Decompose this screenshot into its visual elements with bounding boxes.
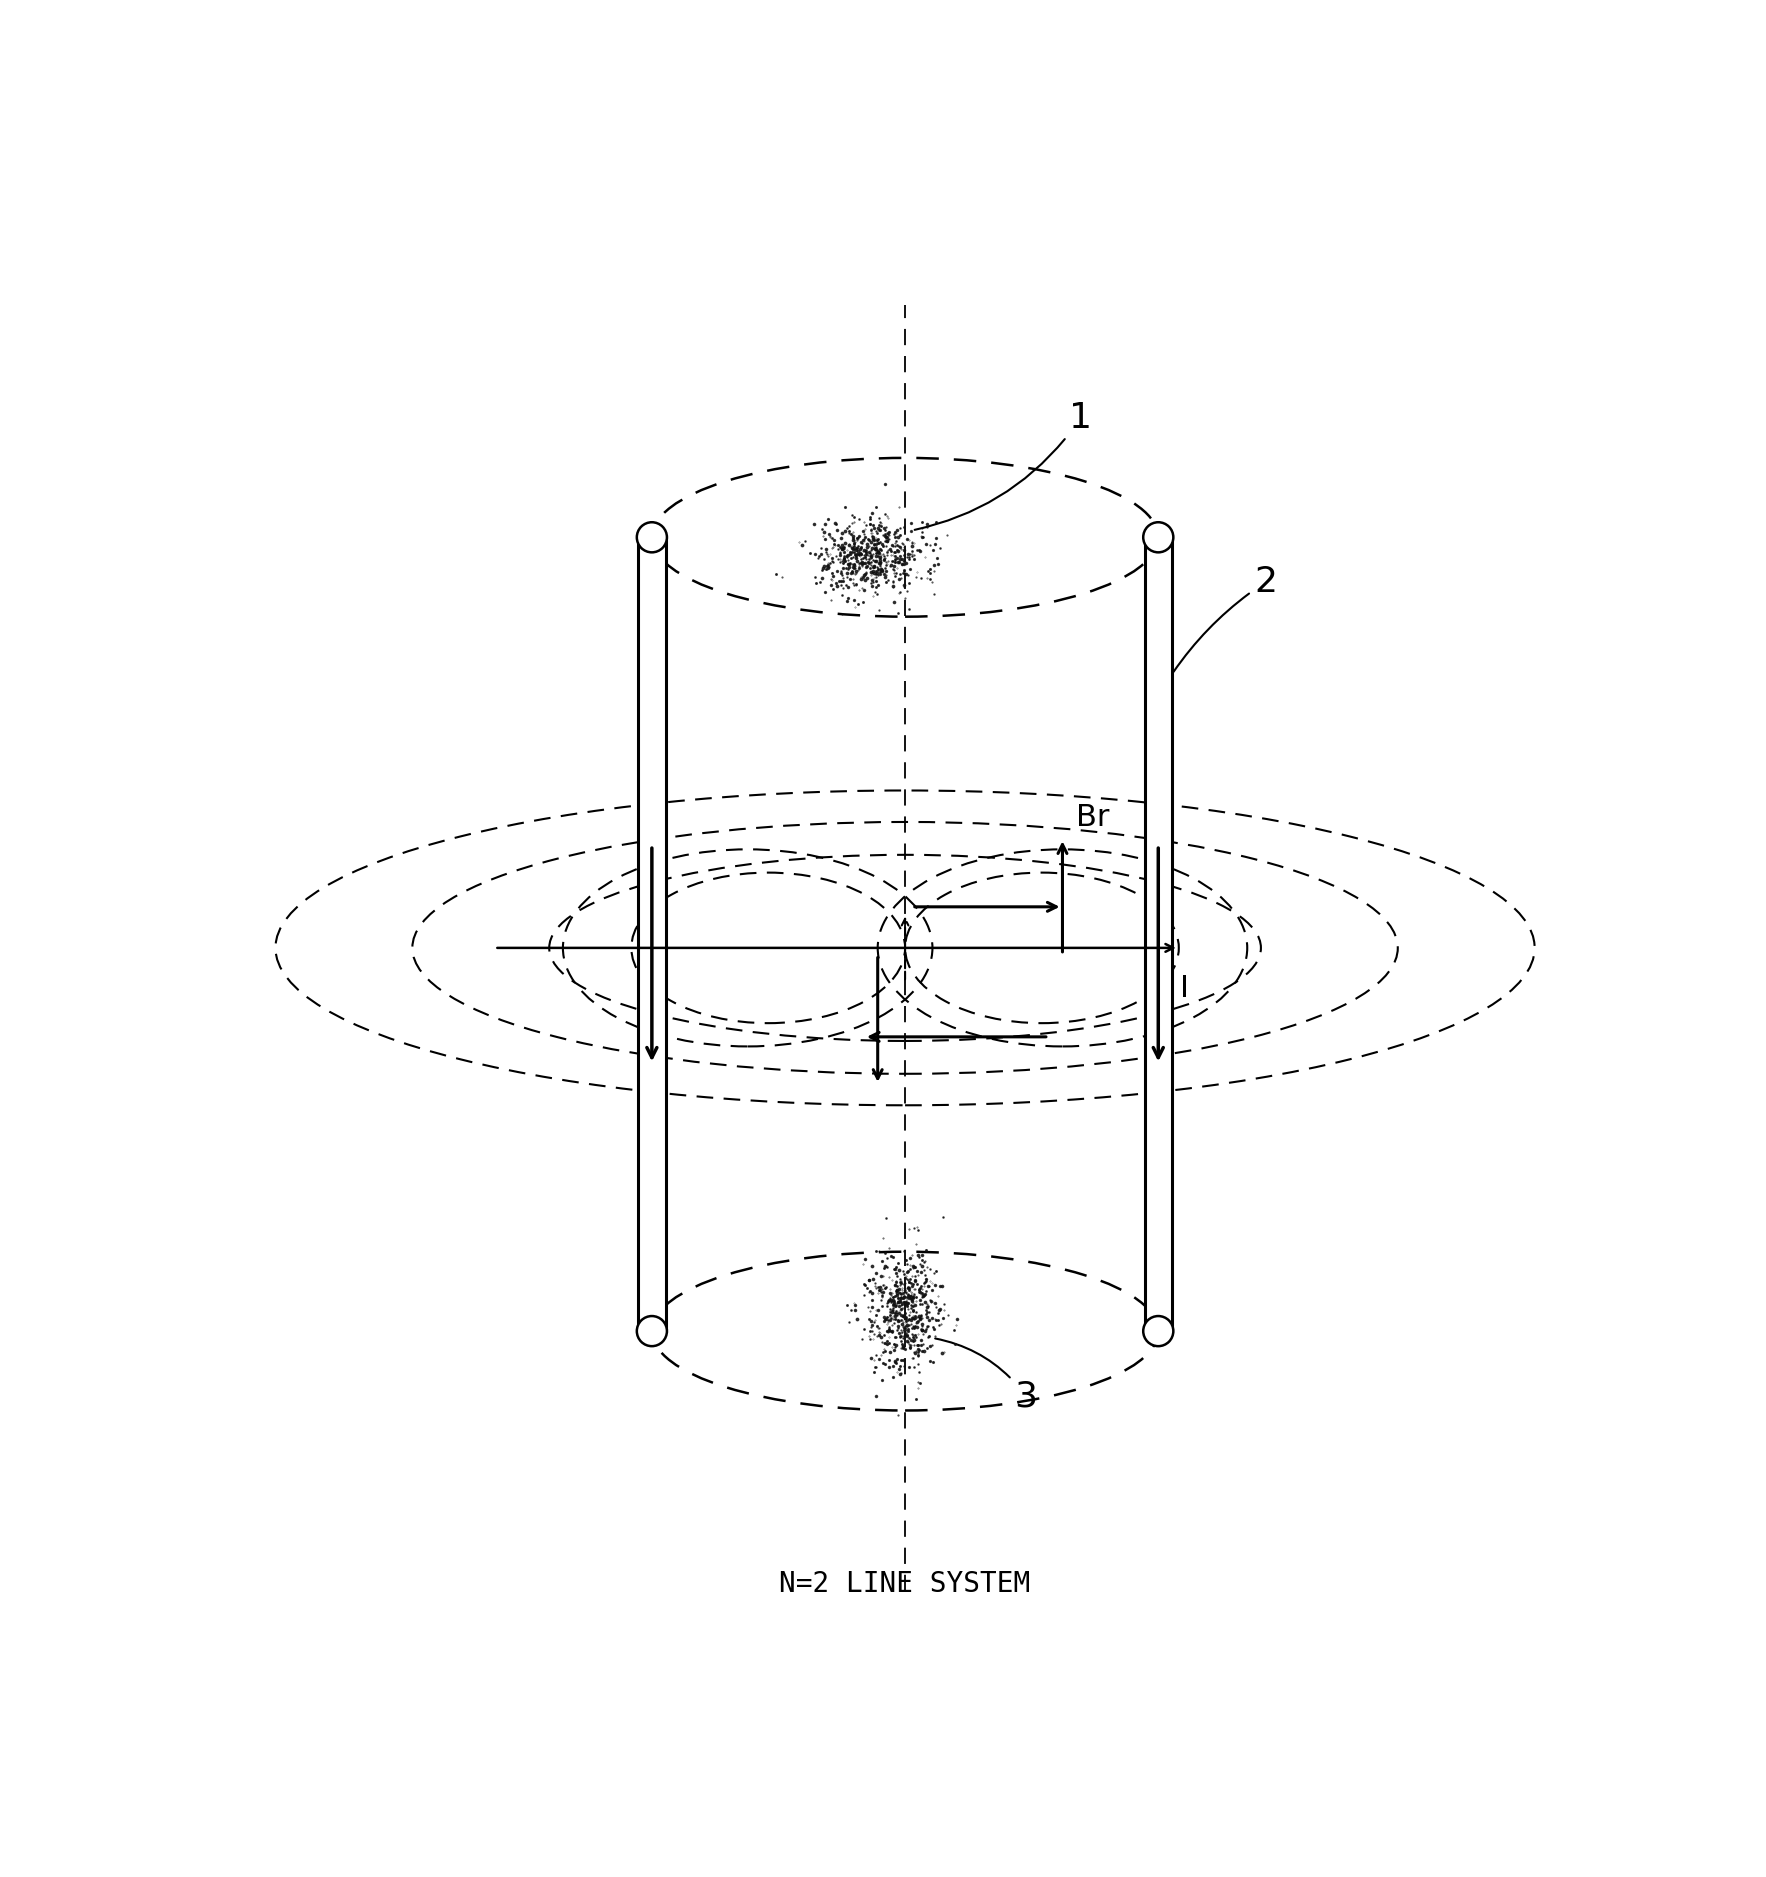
Text: 3: 3: [936, 1338, 1038, 1413]
FancyBboxPatch shape: [1144, 537, 1173, 1331]
Text: 1: 1: [915, 402, 1093, 529]
FancyBboxPatch shape: [638, 537, 666, 1331]
Circle shape: [638, 522, 668, 552]
Text: I: I: [1180, 974, 1189, 1004]
Text: 2: 2: [1174, 565, 1277, 672]
Text: N=2 LINE SYSTEM: N=2 LINE SYSTEM: [779, 1569, 1031, 1597]
Circle shape: [1143, 522, 1173, 552]
Circle shape: [638, 1316, 668, 1346]
Circle shape: [1143, 1316, 1173, 1346]
Text: Br: Br: [1075, 803, 1109, 832]
